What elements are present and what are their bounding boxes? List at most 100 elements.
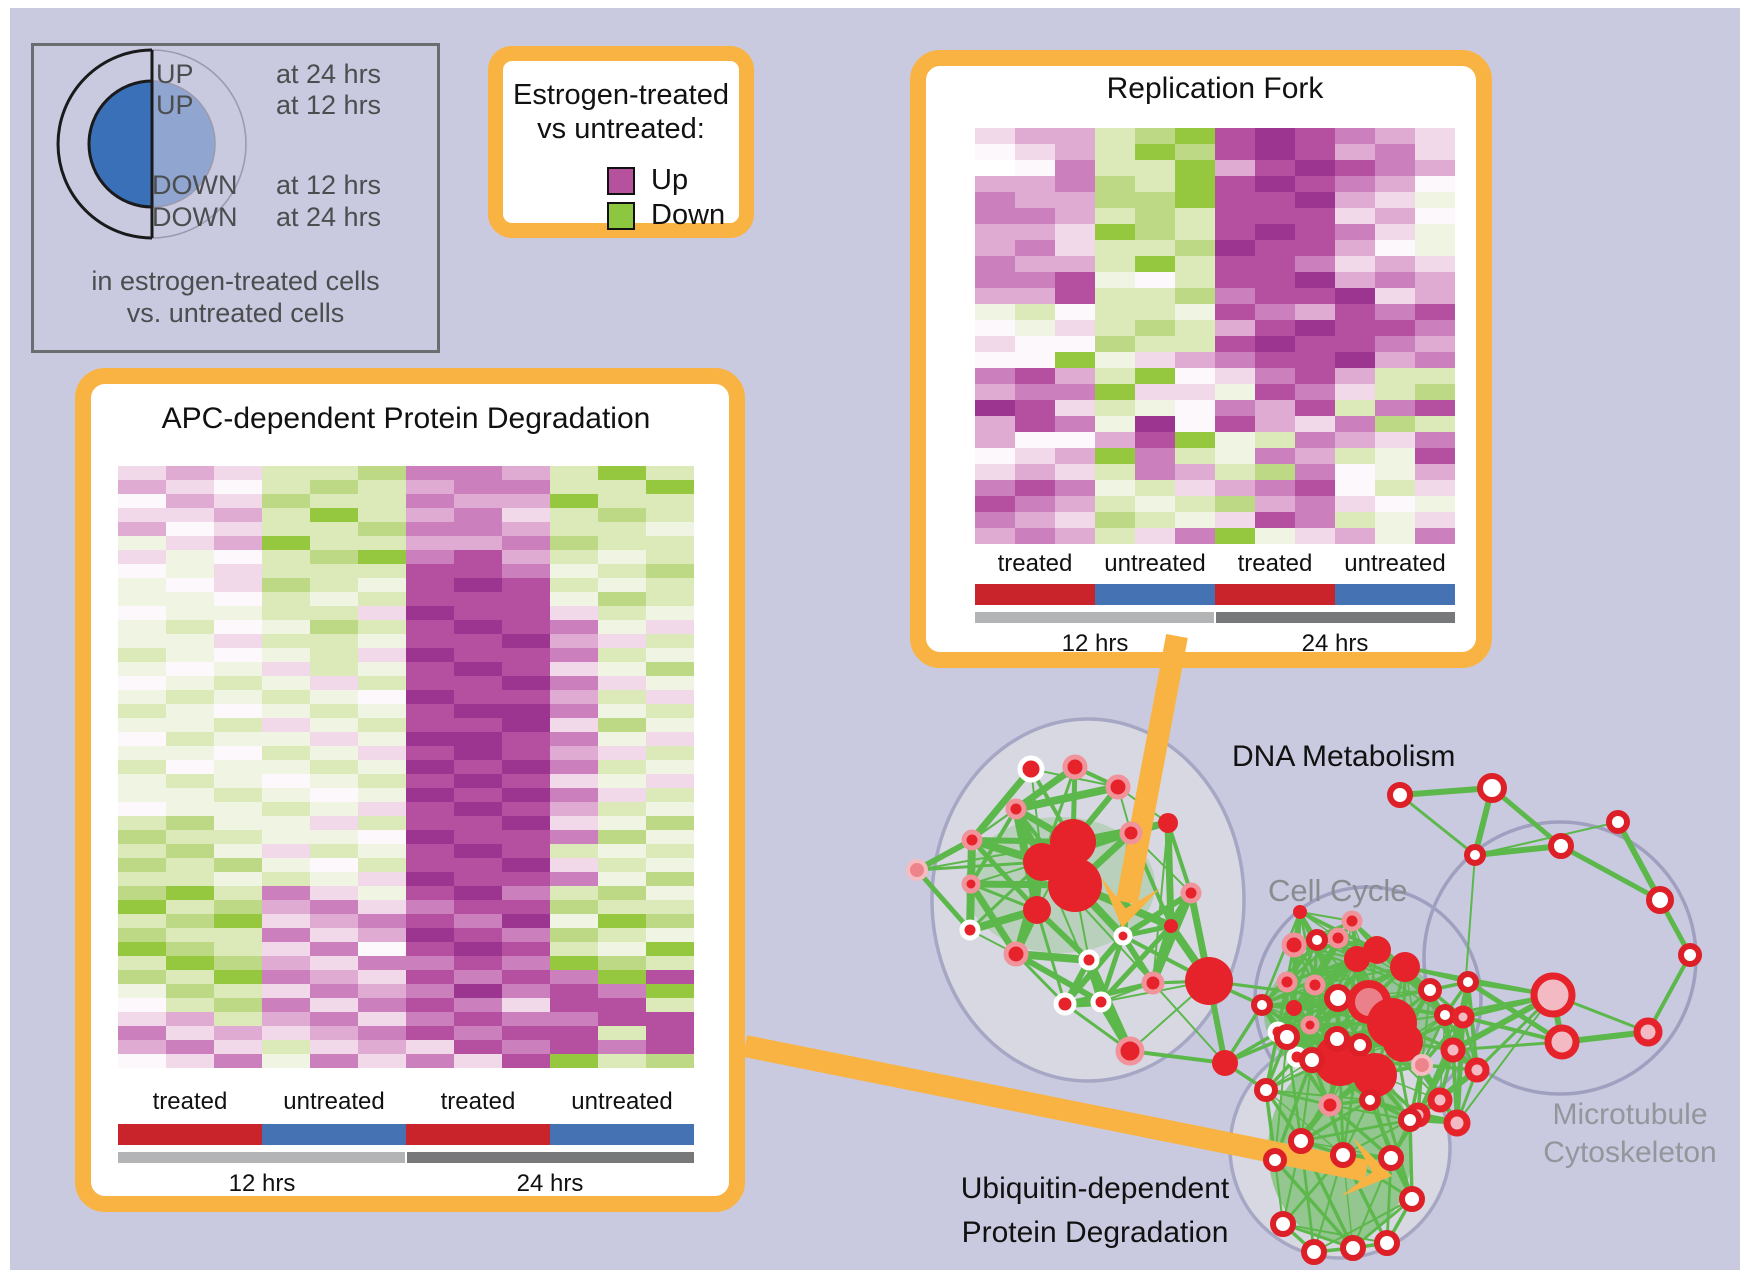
heatmap-cell xyxy=(1095,272,1135,288)
heatmap-cell xyxy=(502,564,550,578)
heatmap-cell xyxy=(1095,144,1135,160)
heatmap-cell xyxy=(1295,352,1335,368)
ring-row-time: at 24 hrs xyxy=(276,202,382,232)
heatmap-cell xyxy=(1015,432,1055,448)
heatmap-cell xyxy=(1255,464,1295,480)
heatmap-cell xyxy=(310,746,358,760)
heatmap-cell xyxy=(1415,128,1455,144)
heatmap-cell xyxy=(1375,464,1415,480)
heatmap-cell xyxy=(214,494,262,508)
heatmap-cell xyxy=(550,970,598,984)
network-edge xyxy=(1474,843,1562,858)
heatmap-cell xyxy=(406,816,454,830)
heatmap-cell xyxy=(975,288,1015,304)
heatmap-cell xyxy=(1335,128,1375,144)
network-node xyxy=(1113,926,1133,946)
heatmap-cell xyxy=(262,662,310,676)
ring-footer-line1: in estrogen-treated cells xyxy=(91,266,380,296)
heatmap-cell xyxy=(310,1054,358,1068)
heatmap-cell xyxy=(1015,304,1055,320)
heatmap-cell xyxy=(1375,448,1415,464)
connector-arrow-shaft xyxy=(1116,633,1188,905)
network-edge xyxy=(1420,989,1432,1066)
heatmap-cell xyxy=(646,970,694,984)
heatmap-cell xyxy=(1295,192,1335,208)
heatmap-cell xyxy=(1215,320,1255,336)
network-node xyxy=(1003,941,1029,967)
heatmap-cell xyxy=(1295,496,1335,512)
heatmap-cell xyxy=(406,480,454,494)
heatmap-cell xyxy=(358,676,406,690)
heatmap-cell xyxy=(1135,240,1175,256)
heatmap-cell xyxy=(1295,288,1335,304)
heatmap-cell xyxy=(358,998,406,1012)
heatmap-cell xyxy=(502,872,550,886)
network-node xyxy=(1324,984,1352,1012)
heatmap-cell xyxy=(646,844,694,858)
heatmap-cell xyxy=(646,998,694,1012)
heatmap-cell xyxy=(502,634,550,648)
heatmap-cell xyxy=(598,1054,646,1068)
heatmap-cell xyxy=(1215,176,1255,192)
heatmap-cell xyxy=(1415,480,1455,496)
heatmap-cell xyxy=(454,956,502,970)
heatmap-cell xyxy=(646,1054,694,1068)
heatmap-cell xyxy=(646,830,694,844)
heatmap-cell xyxy=(118,522,166,536)
heatmap-cell xyxy=(550,718,598,732)
heatmap-cell xyxy=(1055,432,1095,448)
heatmap-cell xyxy=(262,606,310,620)
heatmap-cell xyxy=(262,508,310,522)
heatmap-cell xyxy=(1255,448,1295,464)
heatmap-cell xyxy=(1215,512,1255,528)
heatmap-cell xyxy=(1255,192,1295,208)
heatmap-cell xyxy=(550,480,598,494)
heatmap-cell xyxy=(118,984,166,998)
heatmap-cell xyxy=(502,578,550,592)
heatmap-cell xyxy=(1055,192,1095,208)
heatmap-cell xyxy=(214,690,262,704)
heatmap-cell xyxy=(550,662,598,676)
heatmap-cell xyxy=(550,830,598,844)
heatmap-cell xyxy=(406,774,454,788)
down-swatch xyxy=(607,202,635,230)
connector-arrow-shaft xyxy=(742,1035,1369,1182)
heatmap-cell xyxy=(454,494,502,508)
heatmap-cell xyxy=(358,648,406,662)
network-node xyxy=(1678,943,1702,967)
heatmap-cell xyxy=(646,816,694,830)
heatmap-cell xyxy=(502,648,550,662)
heatmap-cell xyxy=(1295,272,1335,288)
network-edge xyxy=(1273,1158,1355,1250)
heatmap-cell xyxy=(646,620,694,634)
heatmap-cell xyxy=(406,676,454,690)
heatmap-cell xyxy=(118,816,166,830)
heatmap-cell xyxy=(1095,336,1135,352)
network-node xyxy=(1411,1054,1433,1076)
heatmap-cell xyxy=(214,802,262,816)
heatmap-cell xyxy=(1095,192,1135,208)
heatmap-cell xyxy=(1055,128,1095,144)
replication-fork-heatmap xyxy=(975,128,1455,544)
heatmap-cell xyxy=(598,760,646,774)
heatmap-cell xyxy=(1175,464,1215,480)
heatmap-cell xyxy=(454,760,502,774)
heatmap-cell xyxy=(1255,144,1295,160)
heatmap-cell xyxy=(598,550,646,564)
heatmap-cell xyxy=(262,648,310,662)
heatmap-cell xyxy=(310,858,358,872)
network-node xyxy=(1053,992,1077,1016)
heatmap-cell xyxy=(310,690,358,704)
apc-12hrs-bar xyxy=(118,1152,405,1163)
heatmap-cell xyxy=(646,872,694,886)
network-edge xyxy=(915,868,972,932)
heatmap-cell xyxy=(310,494,358,508)
heatmap-cell xyxy=(118,942,166,956)
heatmap-cell xyxy=(214,788,262,802)
heatmap-cell xyxy=(454,508,502,522)
heatmap-cell xyxy=(214,844,262,858)
heatmap-cell xyxy=(1335,240,1375,256)
heatmap-cell xyxy=(1415,160,1455,176)
network-edge xyxy=(1121,890,1193,939)
heatmap-cell xyxy=(454,662,502,676)
